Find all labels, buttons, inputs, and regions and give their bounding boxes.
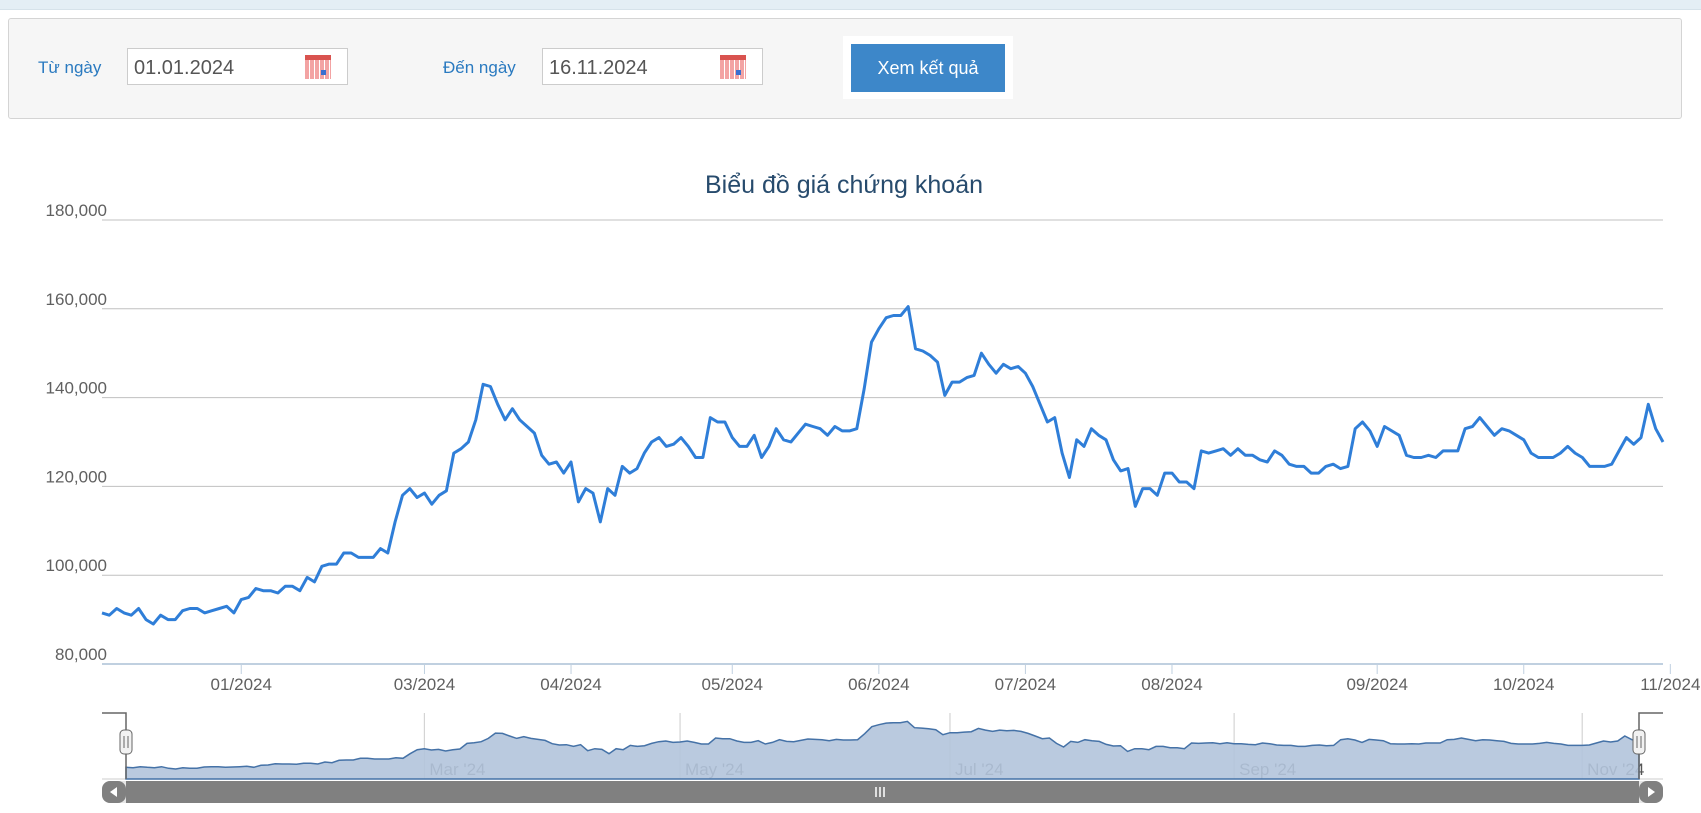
view-results-button[interactable]: Xem kết quả [851, 44, 1005, 92]
scrollbar-thumb[interactable] [126, 781, 1639, 803]
from-date-label: Từ ngày [38, 58, 102, 77]
to-date-value: 16.11.2024 [549, 57, 648, 79]
top-strip [0, 0, 1701, 10]
handle-grip-icon [123, 736, 129, 748]
navigator-handle[interactable] [1632, 729, 1646, 755]
calendar-icon[interactable] [720, 55, 746, 79]
price-series-line [101, 305, 1665, 626]
x-tick-label: 08/2024 [1141, 675, 1202, 694]
scrollbar-grip-icon [875, 787, 885, 797]
x-tick-label: 06/2024 [848, 675, 909, 694]
x-tick-label: 09/2024 [1346, 675, 1407, 694]
navigator-series-area [125, 720, 1640, 780]
x-tick-label: 07/2024 [995, 675, 1056, 694]
x-tick-label: 11/2024 [1640, 675, 1700, 694]
handle-grip-icon [1636, 736, 1642, 748]
x-tick-label: 01/2024 [211, 675, 272, 694]
to-date-label: Đến ngày [443, 58, 516, 77]
x-tick-label: 05/2024 [702, 675, 763, 694]
chart-title: Biểu đồ giá chứng khoán [705, 171, 983, 199]
x-tick-label: 04/2024 [540, 675, 601, 694]
calendar-icon[interactable] [305, 55, 331, 79]
from-date-value: 01.01.2024 [134, 57, 235, 79]
arrow-right-icon [1648, 787, 1655, 797]
y-tick-label: 80,000 [55, 645, 107, 664]
to-date-input[interactable]: 16.11.2024 [542, 48, 763, 85]
y-tick-label: 140,000 [46, 379, 107, 398]
x-tick-label: 03/2024 [394, 675, 455, 694]
navigator-outline [102, 712, 1663, 779]
y-tick-label: 100,000 [46, 556, 107, 575]
y-tick-label: 160,000 [46, 290, 107, 309]
navigator-handle[interactable] [119, 729, 133, 755]
arrow-left-icon [110, 787, 117, 797]
y-tick-label: 120,000 [46, 467, 107, 486]
y-tick-label: 180,000 [46, 201, 107, 220]
submit-wrapper: Xem kết quả [843, 36, 1013, 99]
x-tick-label: 10/2024 [1493, 675, 1554, 694]
from-date-input[interactable]: 01.01.2024 [127, 48, 348, 85]
